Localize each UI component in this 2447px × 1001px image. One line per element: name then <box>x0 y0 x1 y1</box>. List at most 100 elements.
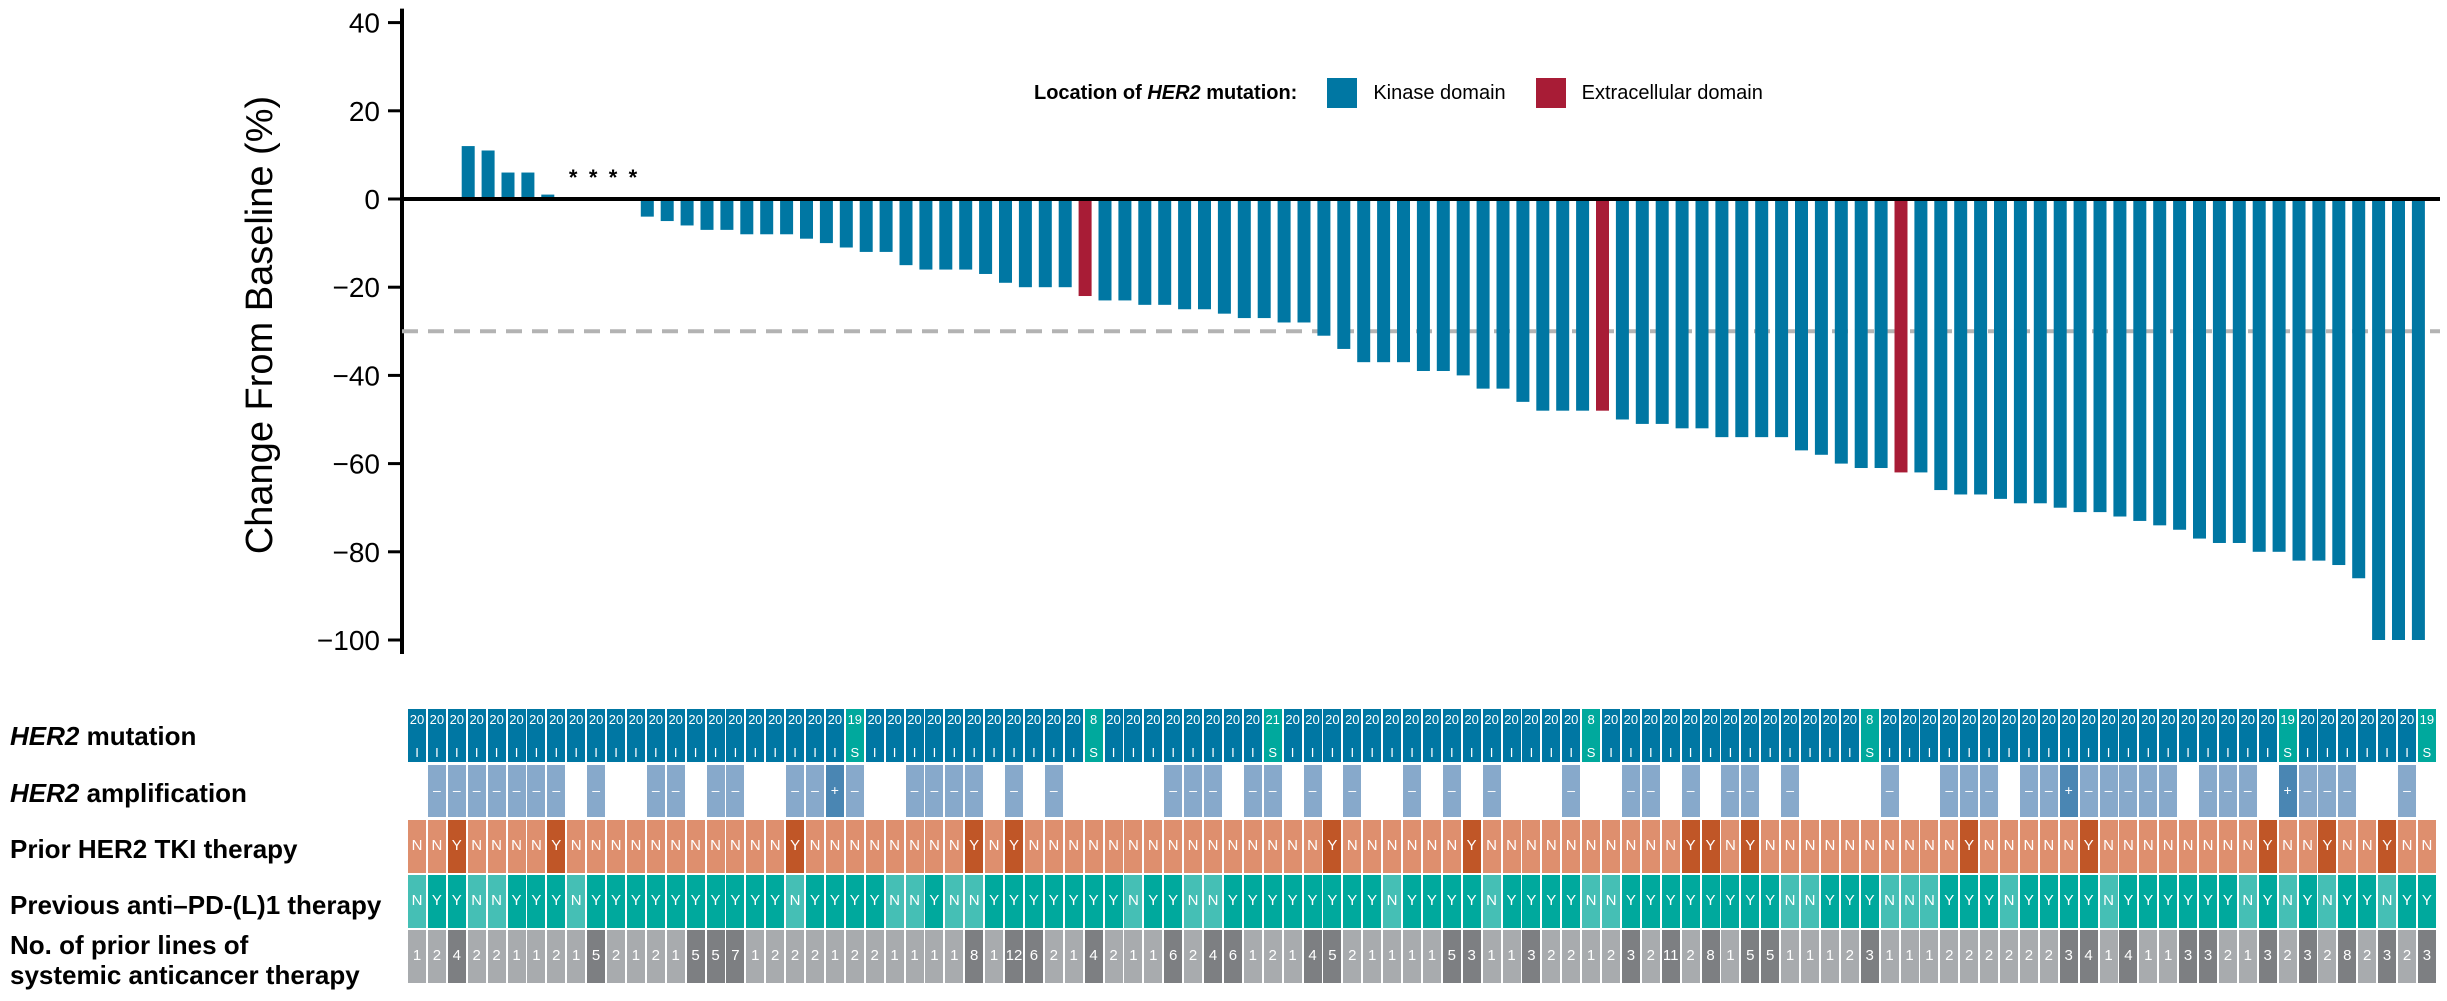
bar-kinase <box>2093 199 2107 513</box>
mutation-tile: 20 I <box>1204 709 1222 762</box>
pdl1-tile: Y <box>1084 875 1103 928</box>
prior-lines-tile: 2 <box>2398 930 2416 983</box>
bar-kinase <box>1138 199 1152 305</box>
tile-text: – <box>2164 782 2173 798</box>
bar-kinase <box>1337 199 1351 349</box>
tile-text: Y <box>989 892 1000 909</box>
tile-text: 2 <box>2283 947 2292 964</box>
prior-lines-tile: 4 <box>1303 930 1322 983</box>
tile-text: N <box>1287 837 1299 854</box>
mutation-tile: 20 I <box>1044 709 1063 762</box>
tile-text: Y <box>1108 892 1119 909</box>
tki-tile: N <box>2199 820 2217 873</box>
tile-text: 20 <box>568 712 584 727</box>
amplification-tile: – <box>706 765 725 817</box>
tile-text: N <box>1207 837 1219 854</box>
tki-tile: N <box>2179 820 2198 873</box>
tile-text: 20 <box>2001 712 2017 727</box>
bar-kinase <box>660 199 674 222</box>
mutation-tile: 20 I <box>1164 709 1183 762</box>
tile-text: 5 <box>1766 947 1775 964</box>
mutation-tile: 19 S <box>2278 709 2297 762</box>
bar-kinase <box>1775 199 1789 438</box>
tki-tile: N <box>2159 820 2178 873</box>
tile-text: Y <box>1068 892 1079 909</box>
tile-text: I <box>1788 745 1792 760</box>
tile-text: N <box>1366 837 1378 854</box>
mutation-tile: 20 I <box>1940 709 1959 762</box>
pdl1-tile: N <box>2318 875 2337 928</box>
mutation-tile: 20 I <box>965 709 984 762</box>
tile-text: Y <box>2183 892 2194 909</box>
prior-lines-tile: 2 <box>2000 930 2018 983</box>
tile-text: 20 <box>1325 712 1340 727</box>
tile-text: 20 <box>1882 712 1897 727</box>
tile-text: 20 <box>1743 712 1758 727</box>
tile-text: 20 <box>927 712 942 727</box>
tile-text: 3 <box>2422 947 2432 964</box>
tile-text: N <box>1525 837 1537 854</box>
tile-text: – <box>651 782 660 798</box>
pdl1-tile: Y <box>666 875 685 928</box>
tki-tile: N <box>1482 820 1501 873</box>
pdl1-tile: Y <box>1044 875 1063 928</box>
pdl1-tile: N <box>1801 875 1819 928</box>
tki-tile: N <box>507 820 526 873</box>
prior-lines-tile: 5 <box>1323 930 1342 983</box>
tile-text: 1 <box>751 947 760 964</box>
mutation-tile: 20 I <box>666 709 685 762</box>
tki-tile: N <box>1024 820 1043 873</box>
tile-text: 19 <box>2419 712 2435 727</box>
tki-tile: N <box>1641 820 1660 873</box>
tile-text: 20 <box>1524 712 1539 727</box>
tile-text: N <box>1784 837 1796 854</box>
pdl1-tile: Y <box>985 875 1004 928</box>
tile-text: 21 <box>1265 712 1280 727</box>
tile-text: I <box>1967 745 1971 760</box>
tile-text: I <box>1748 745 1753 760</box>
tile-text: 20 <box>2399 712 2415 727</box>
pdl1-tile: Y <box>1343 875 1362 928</box>
pdl1-tile: Y <box>1005 875 1023 928</box>
tile-text: 20 <box>1842 712 1858 727</box>
tile-text: S <box>2283 745 2292 760</box>
tile-text: I <box>773 745 777 760</box>
mutation-tile: 20 I <box>2238 709 2257 762</box>
mutation-tile: 20 I <box>806 709 824 762</box>
bar-kinase <box>1118 199 1132 301</box>
tile-text: I <box>1648 745 1653 760</box>
mutation-tile: 20 I <box>2318 709 2337 762</box>
tile-text: 20 <box>2061 712 2076 727</box>
prior-lines-tile: 1 <box>825 930 844 983</box>
tki-tile: Y <box>1323 820 1342 873</box>
mutation-tile: 20 I <box>1422 709 1441 762</box>
tile-text: I <box>1370 745 1374 760</box>
tki-tile: N <box>1144 820 1163 873</box>
tile-text: 3 <box>1626 947 1636 964</box>
prior-lines-tile: 3 <box>2378 930 2397 983</box>
tki-tile: N <box>626 820 645 873</box>
amplification-tile: – <box>1960 765 1979 817</box>
tile-text: I <box>1390 745 1394 760</box>
tile-text: – <box>1049 782 1058 798</box>
bar-kinase <box>720 199 734 230</box>
bar-kinase <box>1098 199 1112 301</box>
tile-text: N <box>2321 892 2333 909</box>
amplification-tile: – <box>2338 765 2357 817</box>
tki-tile: N <box>1084 820 1103 873</box>
amplification-tile: – <box>845 765 864 817</box>
tile-text: N <box>909 892 920 909</box>
bar-kinase <box>1874 199 1888 469</box>
tki-tile: Y <box>1960 820 1979 873</box>
y-axis: 40 20 0 −20 −40 −60 −80 −100 <box>317 8 404 656</box>
tile-text: N <box>2242 837 2254 854</box>
tile-text: 1 <box>1487 947 1496 964</box>
tile-text: N <box>2421 837 2433 854</box>
bar-kinase <box>1615 199 1629 420</box>
tile-text: 20 <box>1026 712 1042 727</box>
tile-text: I <box>1191 745 1195 760</box>
tile-text: S <box>1865 745 1875 760</box>
tile-text: 1 <box>1387 947 1397 964</box>
tile-text: 1 <box>1427 947 1437 964</box>
